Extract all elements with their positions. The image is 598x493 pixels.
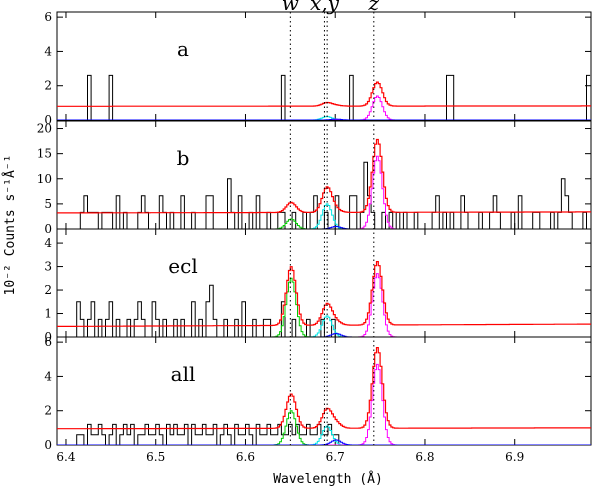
total-model-curve [57,347,591,430]
y-tick-label: 4 [44,236,52,250]
y-tick-label: 2 [44,79,52,93]
panels-layer: 0 2 4 6 a 0 5 10 15 20 b 0 1 2 3 4 ecl 0 2 4 6 all [37,10,592,452]
y-tick-label: 15 [37,147,52,161]
extra-component-curve [57,439,591,445]
line-marker-label: w [282,0,299,15]
y-tick-label: 0 [44,222,52,236]
panel-label: all [171,362,196,386]
x-tick-label: 6.7 [326,450,345,464]
y-tick-label: 0 [44,113,52,127]
extra-component-curve [57,333,591,337]
y-tick-label: 2 [44,283,52,297]
x-axis-label: Wavelength (Å) [273,471,383,487]
data-histogram [73,74,591,120]
panel-all: 0 2 4 6 all [44,335,592,452]
y-tick-label: 2 [44,404,52,418]
y-tick-label: 0 [44,438,52,452]
y-tick-label: 4 [44,44,52,58]
x-tick-label: 6.9 [505,450,524,464]
x-tick-label: 6.4 [56,450,75,464]
panel-label: b [177,146,190,170]
panel-label: ecl [168,254,197,278]
y-tick-label: 10 [37,172,52,186]
y-tick-label: 6 [44,10,52,24]
xy-component-curve [57,116,591,120]
line-marker-label: z [368,0,380,15]
xy-component-curve [57,203,591,229]
data-histogram [73,161,591,229]
data-histogram [73,423,591,445]
y-axis-label: 10⁻² Counts s⁻¹Å⁻¹ [2,155,18,296]
total-model-curve [57,261,591,327]
y-tick-label: 4 [44,369,52,383]
panel-ecl: 0 1 2 3 4 ecl [44,228,592,344]
panel-a: 0 2 4 6 a [44,10,592,127]
y-tick-label: 20 [37,122,52,136]
panel-b: 0 5 10 15 20 b [37,120,592,236]
xy-component-curve [57,315,591,337]
xy-component-curve [57,425,591,445]
total-model-curve [57,138,591,214]
line-markers-layer: w x,y z [282,0,380,445]
line-marker-label: x,y [310,0,340,15]
x-tick-label: 6.8 [415,450,434,464]
x-tick-label: 6.6 [236,450,255,464]
y-tick-label: 6 [44,335,52,349]
x-tick-label: 6.5 [146,450,165,464]
total-model-curve [57,81,591,107]
extra-component-curve [57,226,591,229]
y-tick-label: 3 [44,260,52,274]
panel-label: a [177,37,189,61]
x-axis: 6.4 6.5 6.6 6.7 6.8 6.9 [56,450,524,464]
y-tick-label: 0 [44,330,52,344]
y-tick-label: 5 [44,197,52,211]
data-histogram [73,284,591,337]
extra-component-curve [57,118,591,120]
y-tick-label: 1 [44,307,52,321]
